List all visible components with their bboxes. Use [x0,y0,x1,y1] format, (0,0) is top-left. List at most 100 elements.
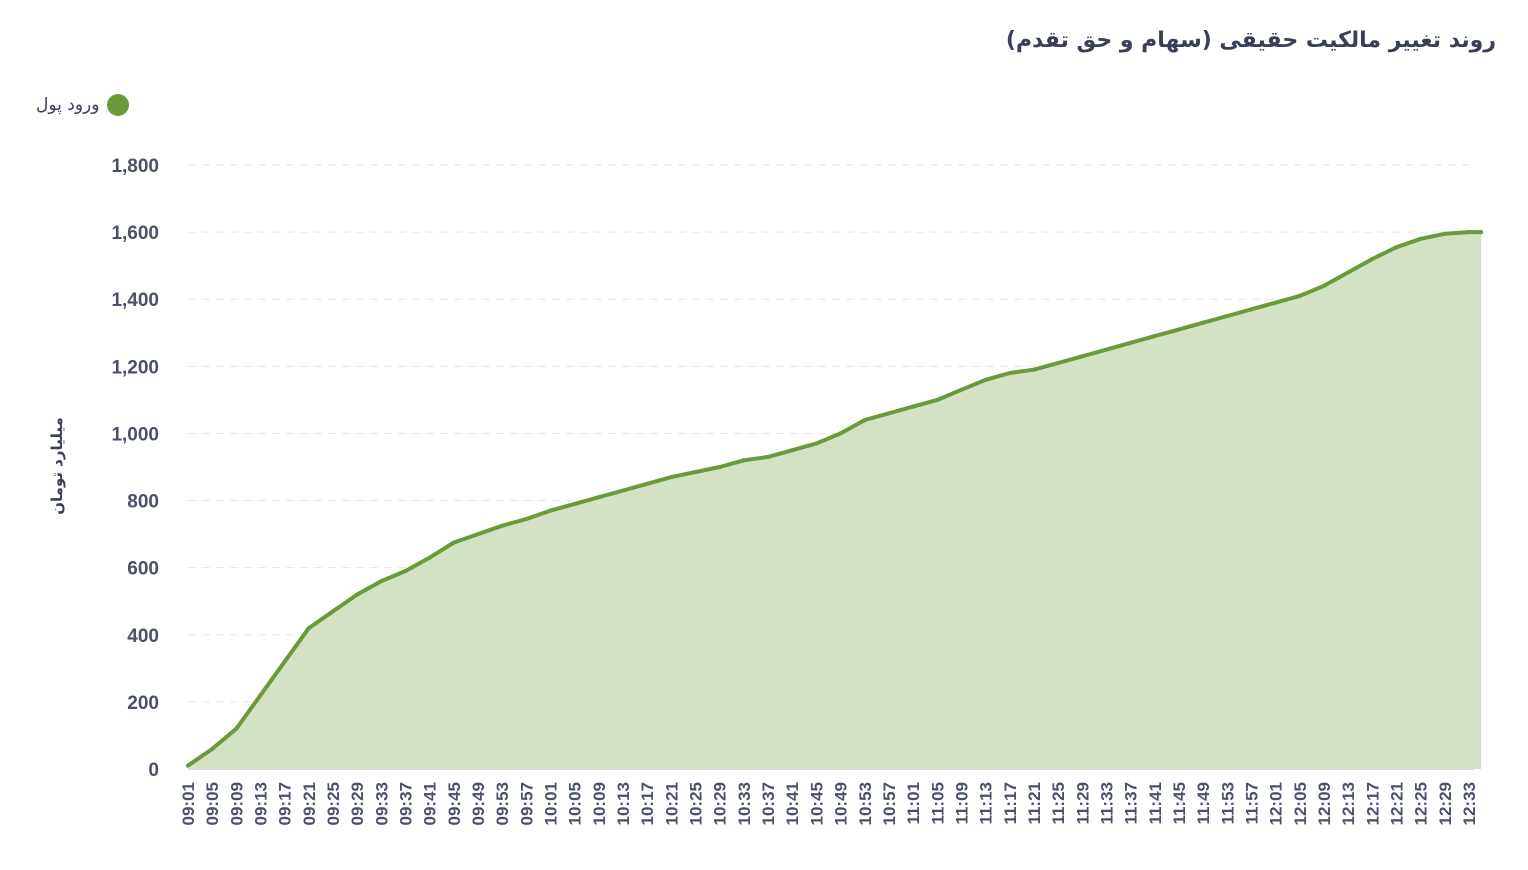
data-point[interactable] [1467,230,1471,235]
x-tick-label: 10:17 [638,782,657,825]
x-tick-label: 10:21 [662,782,681,825]
data-point[interactable] [524,517,529,521]
data-point[interactable] [717,465,722,469]
x-tick-label: 09:37 [397,782,416,825]
data-point[interactable] [476,532,480,537]
x-tick-label: 11:13 [977,782,996,825]
data-point[interactable] [258,693,263,698]
data-point[interactable] [911,404,916,409]
x-tick-label: 11:05 [928,782,947,825]
area-fill [188,232,1482,770]
data-point[interactable] [1201,320,1206,325]
data-point[interactable] [1031,367,1036,372]
data-point[interactable] [451,540,456,545]
x-tick-label: 10:09 [590,782,609,825]
data-point[interactable] [548,508,553,513]
x-tick-label: 09:29 [348,782,367,825]
x-tick-label: 11:33 [1098,782,1117,825]
data-point[interactable] [693,470,698,474]
data-point[interactable] [355,592,360,597]
data-point[interactable] [1007,371,1012,375]
x-tick-label: 09:25 [324,782,343,825]
data-point[interactable] [1479,230,1484,235]
data-point[interactable] [306,626,311,631]
data-point[interactable] [766,454,771,459]
x-tick-label: 10:57 [880,782,899,825]
legend-label: ورود پول [36,95,100,115]
x-tick-label: 10:29 [711,782,730,825]
x-tick-label: 09:53 [493,782,512,825]
x-tick-label: 11:41 [1146,782,1165,825]
data-point[interactable] [1418,236,1423,241]
data-point[interactable] [331,609,335,614]
y-tick-label: 0 [148,760,159,781]
x-tick-label: 12:13 [1339,782,1358,825]
y-tick-label: 1,200 [111,357,159,378]
data-point[interactable] [1273,300,1278,305]
data-point[interactable] [500,523,505,528]
data-point[interactable] [1249,307,1254,312]
x-tick-label: 10:49 [832,782,851,825]
data-point[interactable] [186,763,190,768]
x-tick-label: 12:17 [1363,782,1382,825]
data-point[interactable] [1322,283,1326,288]
data-point[interactable] [596,495,601,500]
data-point[interactable] [741,458,746,463]
x-tick-label: 09:41 [421,782,440,825]
legend-swatch-icon [107,94,130,116]
data-point[interactable] [838,431,843,436]
data-point[interactable] [1128,340,1133,345]
data-point[interactable] [669,475,674,480]
data-point[interactable] [1056,361,1061,365]
x-tick-label: 10:05 [566,782,585,825]
data-point[interactable] [403,569,408,573]
x-tick-label: 09:33 [372,782,391,825]
data-point[interactable] [1346,270,1351,275]
data-point[interactable] [862,418,867,422]
data-point[interactable] [1370,257,1375,261]
y-tick-label: 1,800 [111,156,159,177]
data-point[interactable] [886,411,891,416]
y-tick-label: 600 [127,559,159,580]
data-point[interactable] [282,659,287,664]
data-point[interactable] [959,387,964,392]
y-axis-label-group: میلیارد تومان [48,417,66,515]
x-tick-label: 10:53 [856,782,875,825]
x-tick-label: 10:13 [614,782,633,825]
x-tick-label: 10:33 [735,782,754,825]
x-tick-label: 11:49 [1194,782,1213,825]
x-tick-label: 11:25 [1049,782,1068,825]
x-tick-label: 12:05 [1291,782,1310,825]
data-point[interactable] [234,726,239,731]
data-point[interactable] [645,481,650,486]
data-point[interactable] [983,377,988,382]
x-axis: 09:01 09:05 09:09 09:13 09:17 09:21 09:25 09:29… [179,782,1479,825]
data-point[interactable] [1080,354,1085,359]
data-point[interactable] [1177,327,1181,332]
data-point[interactable] [379,579,384,584]
data-point[interactable] [427,555,432,560]
data-point[interactable] [790,448,795,453]
data-point[interactable] [210,746,215,751]
legend[interactable]: ورود پول [36,92,130,118]
x-tick-label: 10:25 [687,782,706,825]
x-tick-label: 09:21 [300,782,319,825]
data-point[interactable] [1394,245,1399,250]
data-point[interactable] [1225,314,1230,318]
x-tick-label: 09:01 [179,782,198,825]
data-point[interactable] [572,501,577,506]
x-tick-label: 11:37 [1122,782,1141,825]
data-point[interactable] [1442,231,1447,236]
data-point[interactable] [1104,347,1109,352]
x-tick-label: 11:21 [1025,782,1044,825]
data-point[interactable] [814,441,819,446]
data-point[interactable] [1152,334,1157,339]
data-point[interactable] [1297,293,1302,298]
x-tick-label: 12:25 [1412,782,1431,825]
x-tick-label: 10:45 [807,782,826,825]
y-axis: 0 200 400 600 800 1,000 1,200 1,400 1,600 1,800 [111,156,159,781]
x-tick-label: 12:09 [1315,782,1334,825]
data-point[interactable] [935,397,940,402]
data-point[interactable] [621,488,626,493]
x-tick-label: 11:17 [1001,782,1020,825]
